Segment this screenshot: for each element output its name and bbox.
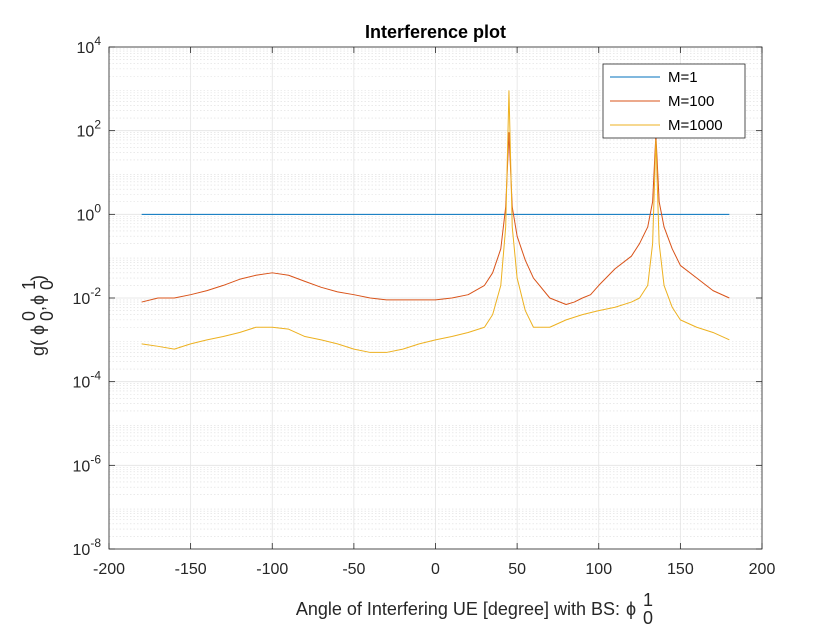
- x-tick-label: 0: [431, 561, 440, 578]
- y-tick-label: 100: [77, 201, 102, 224]
- series-layer: [141, 90, 730, 353]
- x-axis-label-superscript: 1: [643, 590, 653, 610]
- y-tick-label: 10-8: [73, 536, 102, 559]
- y-axis-label-sup-2: 1: [19, 280, 39, 290]
- x-tick-label: 200: [749, 561, 776, 578]
- y-axis-label-suffix: ): [28, 275, 48, 281]
- x-tick-label: 150: [667, 561, 694, 578]
- series-line-m-1000: [141, 90, 730, 353]
- y-tick-label: 104: [77, 34, 102, 57]
- x-tick-label: 50: [508, 561, 526, 578]
- y-tick-label: 10-6: [73, 452, 102, 475]
- x-axis-label-text: Angle of Interfering UE [degree] with BS…: [296, 599, 620, 619]
- y-tick-label: 102: [77, 118, 102, 141]
- y-tick-label: 10-4: [73, 369, 102, 392]
- x-tick-label: -200: [93, 561, 125, 578]
- x-axis-label-subscript: 0: [643, 608, 653, 628]
- x-axis-label-symbol: ϕ: [626, 599, 636, 619]
- x-tick-label: -150: [175, 561, 207, 578]
- y-axis-label: g( ϕ 0 0 , ϕ 1 0 ): [19, 275, 57, 356]
- x-tick-label: -50: [342, 561, 365, 578]
- y-tick-label: 10-2: [73, 285, 102, 308]
- x-tick-label: 100: [585, 561, 612, 578]
- y-axis-label-symbol-1: ϕ: [28, 325, 48, 335]
- y-axis-label-sub-1: 0: [37, 311, 57, 321]
- y-axis-label-prefix: g(: [28, 340, 48, 356]
- x-axis-label: Angle of Interfering UE [degree] with BS…: [296, 599, 620, 619]
- y-axis-label-sub-2: 0: [37, 280, 57, 290]
- legend-label-m1000: M=1000: [668, 117, 723, 134]
- legend-label-m1: M=1: [668, 69, 698, 86]
- chart-title: Interference plot: [365, 22, 506, 42]
- y-axis-label-comma: ,: [28, 306, 48, 311]
- legend: M=1 M=100 M=1000: [602, 63, 746, 139]
- y-axis-label-symbol-2: ϕ: [28, 295, 48, 305]
- y-axis-label-sup-1: 0: [19, 311, 39, 321]
- axis-layer: -200 -150 -100 -50 0 50 100 150 200 10-8 10-6 10-4 1…: [73, 34, 776, 578]
- legend-label-m100: M=100: [668, 93, 714, 110]
- x-tick-label: -100: [256, 561, 288, 578]
